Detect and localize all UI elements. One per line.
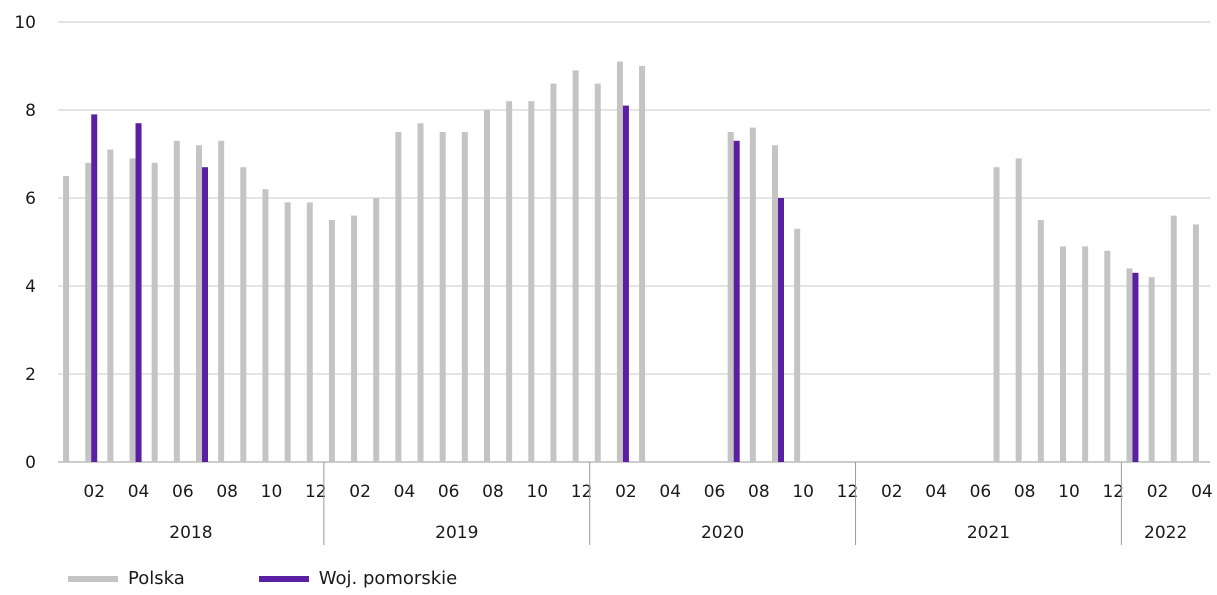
bar-polska [373, 198, 380, 462]
x-tick-label: 10 [261, 482, 283, 502]
x-tick-label: 04 [128, 482, 150, 502]
bar-polska [1192, 224, 1199, 462]
bar-polska [63, 176, 70, 462]
x-tick-label: 04 [925, 482, 947, 502]
bar-polska [173, 140, 180, 463]
x-tick-label: 06 [704, 482, 726, 502]
bar-polska [506, 101, 513, 462]
x-tick-label: 04 [659, 482, 681, 502]
bar-polska [1126, 268, 1133, 462]
year-label: 2019 [435, 523, 478, 543]
x-tick-label: 02 [615, 482, 637, 502]
bar-polska [484, 110, 490, 462]
bar-pomorskie [778, 198, 784, 462]
bar-polska [85, 162, 92, 463]
bar-polska [594, 83, 601, 462]
y-tick-label: 2 [25, 365, 36, 385]
legend-label-pomorskie: Woj. pomorskie [318, 568, 458, 589]
x-tick-label: 10 [1058, 482, 1080, 502]
bar-polska [306, 202, 313, 462]
x-tick-label: 10 [526, 482, 548, 502]
y-tick-label: 10 [14, 13, 36, 33]
bar-polska [240, 167, 247, 462]
bar-pomorskie [733, 140, 740, 463]
x-tick-label: 12 [571, 482, 593, 502]
legend-swatch-pomorskie [258, 575, 309, 582]
bar-polska [528, 101, 535, 462]
x-tick-label: 12 [1102, 482, 1124, 502]
x-tick-label: 06 [970, 482, 992, 502]
bar-polska [417, 123, 424, 462]
bar-polska [1082, 246, 1089, 462]
bar-pomorskie [1132, 272, 1139, 462]
year-label: 2020 [701, 523, 744, 543]
x-tick-label: 12 [305, 482, 327, 502]
legend-swatch-polska [68, 575, 118, 582]
bar-polska [1148, 277, 1155, 462]
bar-polska [1037, 220, 1044, 462]
x-tick-label: 08 [1014, 482, 1036, 502]
x-tick-label: 08 [482, 482, 504, 502]
year-label: 2022 [1144, 523, 1187, 543]
bar-polska [151, 162, 158, 463]
x-tick-label: 02 [1147, 482, 1169, 502]
bar-polska [218, 140, 225, 463]
bar-polska [395, 132, 402, 462]
bar-polska [351, 215, 358, 462]
bar-pomorskie [622, 105, 629, 462]
x-tick-label: 02 [349, 482, 371, 502]
y-tick-label: 4 [25, 277, 36, 297]
bar-polska [727, 132, 734, 462]
x-tick-label: 02 [881, 482, 903, 502]
bar-polska [461, 132, 468, 462]
bar-pomorskie [135, 123, 142, 462]
bar-polska [616, 61, 623, 462]
bar-polska [129, 158, 136, 462]
bar-polska [772, 145, 778, 462]
legend-item-polska: Polska [68, 568, 185, 589]
bar-polska [550, 83, 557, 462]
bar-pomorskie [202, 167, 208, 462]
bar-polska [328, 220, 335, 462]
x-tick-label: 10 [792, 482, 814, 502]
x-tick-label: 04 [394, 482, 416, 502]
year-label: 2018 [169, 523, 212, 543]
bar-polska [794, 228, 801, 462]
y-tick-label: 0 [25, 453, 36, 473]
x-tick-label: 12 [837, 482, 859, 502]
x-tick-label: 06 [172, 482, 194, 502]
y-tick-label: 6 [25, 189, 36, 209]
legend: Polska Woj. pomorskie [68, 568, 457, 589]
bar-pomorskie [91, 114, 98, 463]
bar-polska [196, 145, 202, 462]
bar-polska [1104, 250, 1111, 462]
bar-polska [993, 167, 1000, 462]
bar-polska [572, 70, 579, 463]
bar-polska [1170, 215, 1177, 462]
bar-polska [1060, 246, 1066, 462]
bar-polska [284, 202, 291, 462]
x-tick-label: 08 [216, 482, 238, 502]
year-label: 2021 [967, 523, 1010, 543]
x-tick-label: 04 [1191, 482, 1213, 502]
bar-polska [439, 132, 446, 462]
legend-item-pomorskie: Woj. pomorskie [258, 568, 458, 589]
bar-polska [1015, 158, 1022, 462]
bar-polska [749, 127, 756, 462]
y-tick-label: 8 [25, 101, 36, 121]
x-tick-label: 02 [83, 482, 105, 502]
x-tick-label: 08 [748, 482, 770, 502]
bar-polska [262, 189, 269, 462]
x-tick-label: 06 [438, 482, 460, 502]
bar-polska [639, 66, 646, 462]
legend-label-polska: Polska [128, 568, 185, 589]
bar-polska [107, 149, 114, 462]
